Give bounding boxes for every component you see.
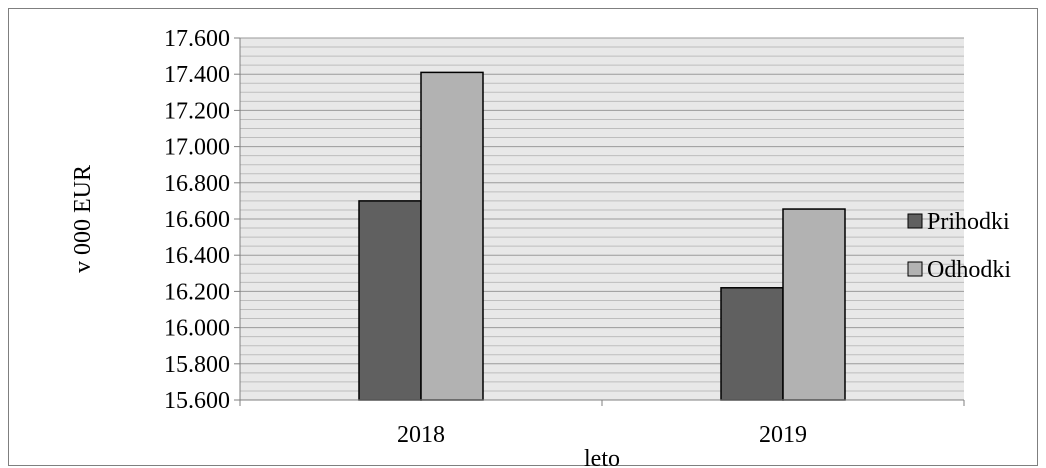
bars — [358, 71, 846, 401]
y-tick-label: 16.400 — [164, 243, 230, 269]
legend: Prihodki Odhodki — [907, 209, 1011, 283]
y-tick-label: 17.000 — [164, 135, 230, 161]
y-axis-ticks: 17.600 17.400 17.200 17.000 16.800 16.600 16.4… — [164, 26, 240, 414]
x-tick-label: 2019 — [759, 422, 807, 448]
y-tick-label: 17.400 — [164, 62, 230, 88]
y-tick-label: 17.600 — [164, 26, 230, 52]
y-axis-title: v 000 EUR — [70, 165, 96, 273]
legend-label-prihodki: Prihodki — [927, 209, 1010, 235]
x-axis-ticks: 2018 2019 — [239, 400, 965, 448]
y-tick-label: 15.800 — [164, 352, 230, 378]
bar-odhodki-2019 — [782, 208, 846, 401]
bar-odhodki-2018 — [420, 71, 484, 401]
y-tick-label: 16.000 — [164, 316, 230, 342]
y-tick-label: 16.600 — [164, 207, 230, 233]
y-tick-label: 16.200 — [164, 279, 230, 305]
y-tick-label: 17.200 — [164, 98, 230, 124]
legend-label-odhodki: Odhodki — [927, 257, 1011, 283]
x-tick-label: 2018 — [397, 422, 445, 448]
bar-prihodki-2019 — [720, 287, 784, 401]
bar-prihodki-2018 — [358, 200, 422, 401]
x-axis-title: leto — [584, 446, 620, 468]
legend-swatch-prihodki — [907, 213, 923, 229]
legend-swatch-odhodki — [907, 261, 923, 277]
y-tick-label: 15.600 — [164, 388, 230, 414]
y-tick-label: 16.800 — [164, 171, 230, 197]
